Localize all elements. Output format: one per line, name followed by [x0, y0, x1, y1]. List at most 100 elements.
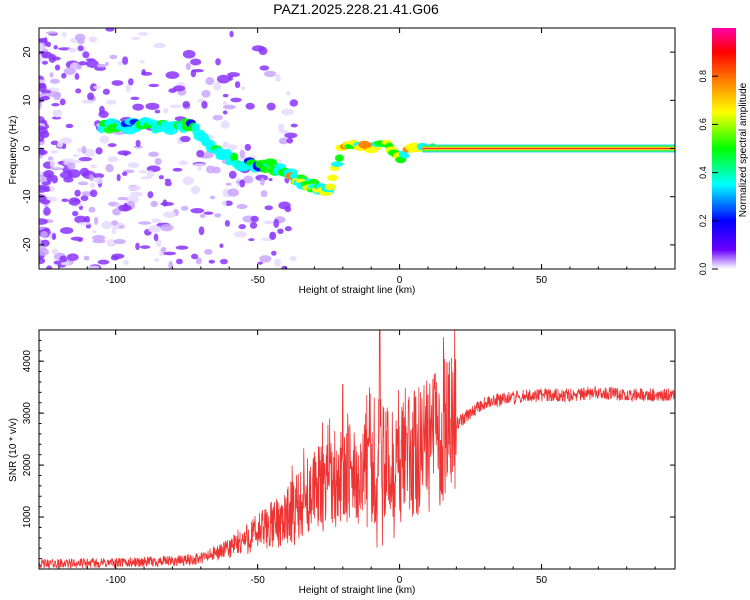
y-tick-label: 0 [22, 145, 33, 151]
carrier-band-core [422, 147, 675, 150]
noise-blob [91, 230, 97, 234]
noise-blob [273, 218, 280, 228]
noise-blob [281, 108, 295, 116]
noise-blob [227, 144, 238, 151]
noise-blob [162, 199, 168, 207]
noise-blob [112, 208, 121, 216]
noise-blob [111, 80, 124, 86]
noise-blob [190, 69, 197, 78]
ridge-blob [326, 174, 339, 182]
noise-blob [154, 258, 160, 262]
noise-blob [59, 137, 73, 144]
noise-blob [138, 169, 147, 174]
snr-panel: -100 -50 0 50 1000 2000 3000 4000 Height of str… [8, 329, 676, 596]
noise-blob [68, 197, 81, 206]
noise-blob [41, 60, 49, 65]
noise-blob [49, 72, 54, 78]
x-tick-label: -50 [250, 275, 265, 286]
noise-blob [150, 200, 159, 208]
colorbar-tick-label: 0.4 [698, 166, 708, 179]
noise-blob [105, 28, 115, 32]
noise-blob [70, 37, 78, 44]
x-tick-label: 50 [536, 575, 548, 586]
noise-blob [43, 207, 51, 216]
noise-blob [83, 255, 90, 261]
noise-blob [249, 221, 258, 229]
noise-blob [160, 223, 174, 232]
noise-blob [290, 123, 298, 128]
noise-blob [107, 156, 119, 163]
noise-blob [236, 204, 248, 210]
snr-series-line [39, 330, 675, 569]
noise-blob [193, 163, 207, 167]
ridge-blob [331, 161, 344, 167]
noise-blob [39, 247, 49, 256]
noise-blob [50, 140, 59, 146]
noise-blob [61, 31, 67, 38]
noise-blob [286, 137, 294, 144]
noise-blob [158, 175, 164, 180]
noise-blob [88, 36, 98, 43]
noise-blob [212, 166, 221, 174]
noise-blob [91, 234, 106, 241]
noise-blob [87, 92, 95, 101]
noise-blob [284, 132, 298, 139]
noise-blob [153, 233, 159, 242]
noise-blob [162, 211, 177, 218]
noise-blob [278, 129, 289, 134]
noise-blob [145, 102, 160, 110]
y-tick-label: 2000 [22, 454, 33, 477]
noise-blob [39, 116, 45, 125]
noise-blob [263, 220, 274, 225]
ridge-blob [230, 152, 239, 162]
noise-blob [222, 104, 236, 110]
noise-blob [204, 248, 213, 255]
noise-blob [219, 258, 228, 265]
noise-blob [172, 167, 183, 172]
noise-blob [225, 182, 232, 186]
noise-blob [49, 159, 56, 169]
noise-blob [146, 170, 155, 178]
noise-blob [210, 195, 216, 200]
noise-blob [289, 255, 297, 262]
x-tick-label: 0 [397, 575, 403, 586]
noise-blob [138, 221, 152, 225]
noise-blob [201, 89, 211, 98]
y-tick-label: 20 [22, 46, 33, 58]
noise-blob [40, 199, 51, 205]
noise-blob [117, 197, 129, 201]
noise-blob [46, 265, 53, 269]
noise-blob [67, 47, 77, 53]
noise-blob [255, 174, 269, 181]
noise-blob [139, 60, 145, 64]
noise-blob [75, 88, 82, 94]
y-tick-label: 1000 [22, 505, 33, 528]
noise-blob [206, 165, 216, 174]
y-tick-label: -20 [22, 237, 33, 252]
noise-blob [147, 191, 154, 199]
noise-blob [39, 130, 50, 139]
noise-blob [39, 171, 44, 175]
noise-blob [190, 207, 205, 214]
noise-blob [54, 64, 61, 71]
noise-blob [59, 98, 66, 106]
noise-blob [123, 151, 129, 156]
noise-blob [78, 156, 93, 162]
noise-blob [111, 225, 117, 235]
noise-blob [127, 162, 140, 169]
noise-blob [111, 253, 125, 259]
noise-blob [123, 260, 129, 265]
noise-blob [51, 232, 56, 240]
noise-blob [128, 185, 142, 191]
noise-blob [196, 149, 205, 158]
noise-blob [190, 253, 199, 260]
noise-blob [129, 191, 144, 197]
noise-blob [107, 143, 117, 148]
noise-blob [199, 213, 206, 219]
noise-blob [216, 74, 231, 84]
noise-blob [234, 81, 241, 89]
colorbar-tick-label: 0.0 [698, 263, 708, 276]
noise-blob [74, 215, 88, 224]
noise-blob [139, 245, 151, 249]
noise-blob [213, 81, 221, 91]
